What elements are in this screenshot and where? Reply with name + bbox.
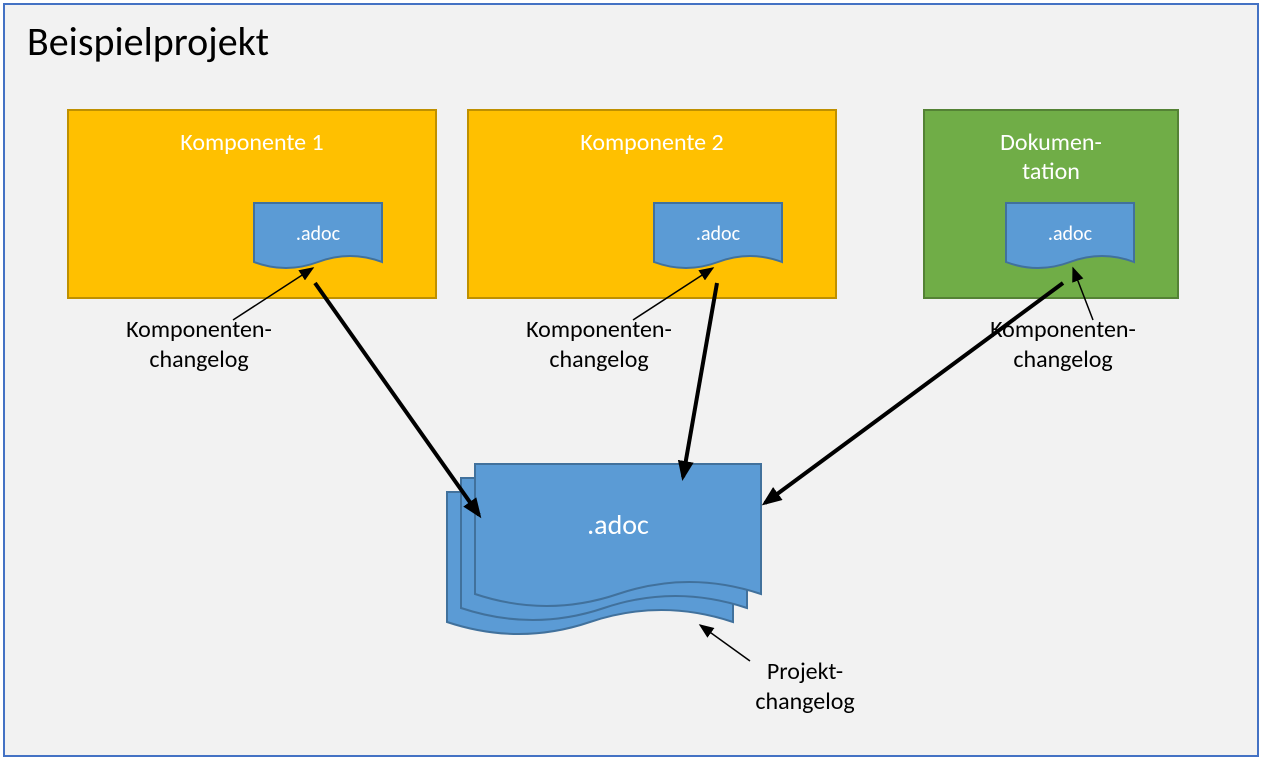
- diagram-frame: Beispielprojekt Komponente 1 Komponente …: [3, 3, 1259, 757]
- annotation-component-changelog-1: Komponenten-changelog: [99, 315, 299, 375]
- component-title-1: Komponente 1: [69, 129, 435, 158]
- project-adoc-front: .adoc: [473, 462, 763, 622]
- adoc-file-3: .adoc: [1005, 202, 1135, 277]
- adoc-label-2: .adoc: [653, 222, 783, 246]
- adoc-label-3: .adoc: [1005, 222, 1135, 246]
- adoc-label-1: .adoc: [253, 222, 383, 246]
- adoc-file-1: .adoc: [253, 202, 383, 277]
- annotation-component-changelog-3: Komponenten-changelog: [963, 315, 1163, 375]
- adoc-file-2: .adoc: [653, 202, 783, 277]
- diagram-title: Beispielprojekt: [27, 17, 269, 66]
- annotation-component-changelog-2: Komponenten-changelog: [499, 315, 699, 375]
- documentation-title: Dokumen-tation: [925, 129, 1177, 187]
- component-title-2: Komponente 2: [469, 129, 835, 158]
- annotation-project-changelog: Projekt-changelog: [705, 657, 905, 717]
- project-adoc-label: .adoc: [473, 507, 763, 542]
